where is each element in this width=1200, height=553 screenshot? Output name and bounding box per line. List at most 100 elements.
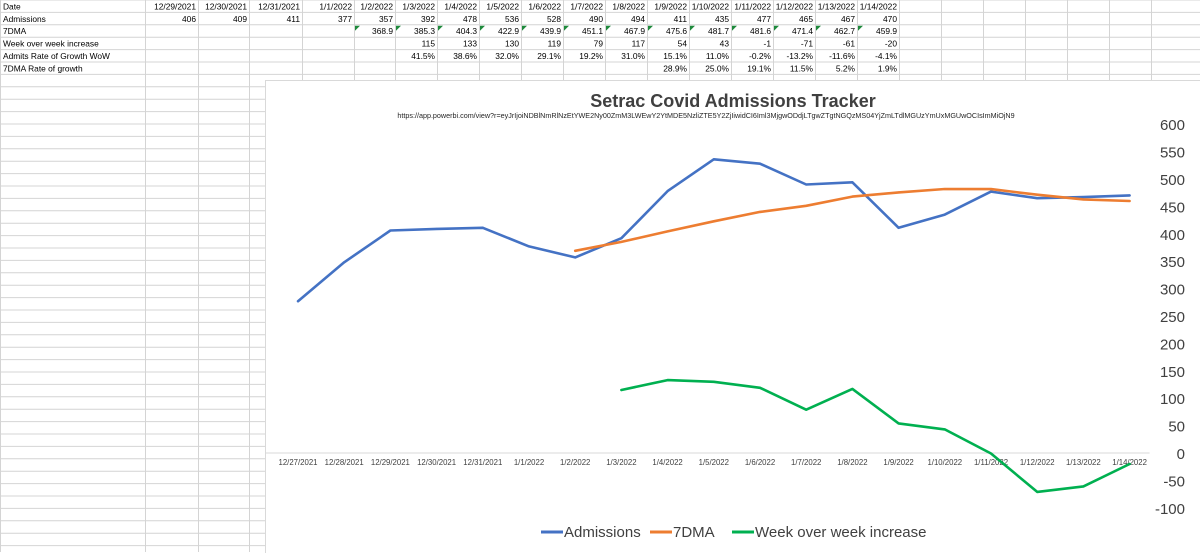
data-cell[interactable]: 404.3 [456, 26, 477, 36]
data-cell[interactable]: 368.9 [372, 26, 393, 36]
data-cell[interactable]: 451.1 [582, 26, 603, 36]
data-cell[interactable]: 392 [421, 14, 435, 24]
data-cell[interactable]: 5.2% [836, 63, 856, 73]
data-point [990, 188, 992, 191]
date-cell[interactable]: 12/30/2021 [205, 1, 247, 11]
date-cell[interactable]: 1/3/2022 [402, 1, 435, 11]
data-cell[interactable]: 462.7 [834, 26, 855, 36]
date-cell[interactable]: 1/12/2022 [776, 1, 814, 11]
data-cell[interactable]: -71 [801, 39, 813, 49]
date-cell[interactable]: 1/10/2022 [692, 1, 730, 11]
date-cell[interactable]: 1/2/2022 [360, 1, 393, 11]
data-point [481, 226, 484, 229]
chart-panel[interactable]: Setrac Covid Admissions Tracker https://… [265, 80, 1200, 553]
data-cell[interactable]: 11.0% [706, 51, 730, 61]
y-tick-label: -50 [1163, 473, 1185, 490]
data-cell[interactable]: 478 [463, 14, 477, 24]
data-point [759, 386, 761, 389]
data-cell[interactable]: 465 [799, 14, 813, 24]
error-indicator [732, 25, 737, 31]
data-cell[interactable]: 494 [631, 14, 645, 24]
data-cell[interactable]: 475.6 [666, 26, 687, 36]
data-cell[interactable]: 411 [674, 14, 688, 24]
data-cell[interactable]: 439.9 [540, 26, 561, 36]
data-cell[interactable]: 79 [594, 39, 604, 49]
data-point [1036, 490, 1039, 493]
data-cell[interactable]: 470 [883, 14, 897, 24]
data-cell[interactable]: 471.4 [792, 26, 813, 36]
data-cell[interactable]: 31.0% [621, 51, 645, 61]
data-cell[interactable]: 1.9% [878, 63, 898, 73]
x-tick-label: 1/3/2022 [606, 458, 636, 467]
error-indicator [816, 25, 821, 31]
data-cell[interactable]: 130 [505, 39, 519, 49]
data-cell[interactable]: 477 [757, 14, 771, 24]
data-cell[interactable]: 32.0% [495, 51, 519, 61]
y-tick-label: 600 [1160, 117, 1185, 134]
data-cell[interactable]: 528 [547, 14, 561, 24]
data-cell[interactable]: 19.2% [579, 51, 603, 61]
chart-subtitle: https://app.powerbi.com/view?r=eyJrIjoiN… [397, 111, 1014, 120]
error-indicator [690, 25, 695, 31]
data-cell[interactable]: -4.1% [875, 51, 897, 61]
data-cell[interactable]: -61 [843, 39, 855, 49]
data-cell[interactable]: 481.6 [750, 26, 771, 36]
data-point [389, 229, 392, 232]
data-point [851, 195, 854, 198]
data-cell[interactable]: 25.0% [705, 63, 729, 73]
data-cell[interactable]: 435 [715, 14, 729, 24]
date-cell[interactable]: 1/9/2022 [654, 1, 687, 11]
data-cell[interactable]: 115 [422, 39, 436, 49]
data-cell[interactable]: 28.9% [663, 63, 687, 73]
date-cell[interactable]: 1/11/2022 [734, 1, 771, 11]
data-cell[interactable]: 19.1% [747, 63, 771, 73]
date-cell[interactable]: 1/14/2022 [860, 1, 898, 11]
data-cell[interactable]: 467.9 [624, 26, 645, 36]
date-cell[interactable]: 1/1/2022 [319, 1, 352, 11]
data-cell[interactable]: 481.7 [708, 26, 729, 36]
data-cell[interactable]: 536 [505, 14, 519, 24]
data-cell[interactable]: -11.6% [829, 51, 855, 61]
x-tick-label: 12/29/2021 [371, 458, 410, 467]
date-cell[interactable]: 1/5/2022 [486, 1, 519, 11]
line-chart: Setrac Covid Admissions Tracker https://… [266, 91, 1185, 541]
data-cell[interactable]: 133 [463, 39, 477, 49]
date-cell[interactable]: 1/6/2022 [528, 1, 561, 11]
data-cell[interactable]: 422.9 [498, 26, 519, 36]
data-cell[interactable]: -13.2% [786, 51, 813, 61]
x-tick-label: 1/10/2022 [927, 458, 962, 467]
error-indicator [396, 25, 401, 31]
date-cell[interactable]: 12/29/2021 [154, 1, 196, 11]
y-tick-label: 100 [1160, 391, 1185, 408]
error-indicator [858, 25, 863, 31]
data-cell[interactable]: 54 [678, 39, 688, 49]
data-cell[interactable]: 119 [548, 39, 562, 49]
date-cell[interactable]: 12/31/2021 [258, 1, 300, 11]
date-cell[interactable]: 1/8/2022 [612, 1, 645, 11]
data-cell[interactable]: -20 [885, 39, 897, 49]
data-cell[interactable]: -0.2% [749, 51, 771, 61]
date-cell[interactable]: 1/4/2022 [444, 1, 477, 11]
data-cell[interactable]: 490 [589, 14, 603, 24]
data-cell[interactable]: 459.9 [876, 26, 897, 36]
data-cell[interactable]: 385.3 [414, 26, 435, 36]
data-point [666, 230, 669, 233]
data-cell[interactable]: 411 [287, 14, 301, 24]
data-cell[interactable]: 38.6% [453, 51, 477, 61]
data-cell[interactable]: 41.5% [411, 51, 435, 61]
data-cell[interactable]: 377 [338, 14, 352, 24]
legend-label: Admissions [564, 524, 641, 541]
data-cell[interactable]: 29.1% [537, 51, 561, 61]
data-cell[interactable]: 43 [720, 39, 730, 49]
data-cell[interactable]: 11.5% [790, 63, 814, 73]
data-cell[interactable]: 15.1% [663, 51, 687, 61]
data-cell[interactable]: -1 [764, 39, 772, 49]
data-cell[interactable]: 357 [379, 14, 393, 24]
data-point [1082, 198, 1085, 201]
data-cell[interactable]: 117 [632, 39, 646, 49]
data-cell[interactable]: 467 [841, 14, 855, 24]
data-cell[interactable]: 406 [182, 14, 196, 24]
date-cell[interactable]: 1/7/2022 [570, 1, 603, 11]
data-cell[interactable]: 409 [233, 14, 247, 24]
date-cell[interactable]: 1/13/2022 [818, 1, 856, 11]
